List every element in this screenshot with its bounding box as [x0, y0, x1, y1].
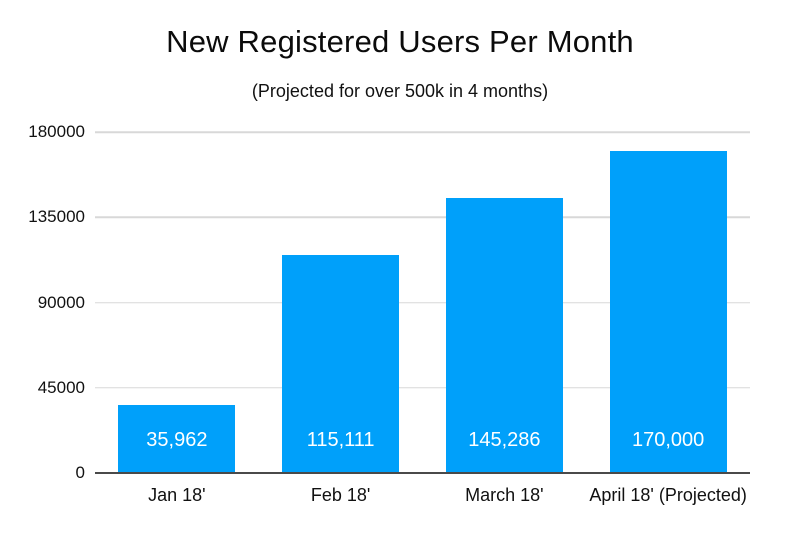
bar: 170,000 — [609, 150, 727, 473]
bar-slot: 115,111 — [259, 132, 423, 473]
bar-value-label: 115,111 — [306, 429, 375, 451]
bar-value-label: 35,962 — [146, 429, 208, 451]
bar: 115,111 — [282, 254, 400, 473]
bar-series: 35,962 115,111 145,286 170,000 — [95, 132, 750, 473]
bar: 145,286 — [445, 197, 563, 473]
x-tick-label: March 18' — [465, 485, 544, 505]
y-tick-label: 0 — [75, 463, 85, 482]
x-axis-labels: Jan 18' Feb 18' March 18' April 18' (Projec… — [95, 484, 750, 506]
bar-value-label: 145,286 — [468, 429, 541, 451]
chart-title: New Registered Users Per Month — [166, 24, 634, 59]
bar-slot: 170,000 — [586, 132, 750, 473]
gridline — [95, 387, 750, 389]
chart-subtitle: (Projected for over 500k in 4 months) — [251, 81, 549, 101]
x-tick-label: Jan 18' — [148, 485, 206, 505]
y-tick-label: 90000 — [37, 292, 85, 312]
gridline — [95, 216, 750, 218]
y-tick-label: 180000 — [28, 122, 85, 141]
bar-value-label: 170,000 — [631, 429, 705, 451]
plot-area: 35,962 115,111 145,286 170,000 — [95, 131, 750, 474]
gridline — [95, 131, 750, 133]
y-axis-labels: 0 45000 90000 135000 180000 — [0, 122, 85, 482]
y-tick-label: 45000 — [37, 377, 85, 397]
x-axis-line — [95, 472, 750, 474]
gridline — [95, 301, 750, 304]
bar: 35,962 — [118, 404, 236, 473]
x-tick-label: April 18' (Projected) — [589, 485, 747, 505]
bar-slot: 145,286 — [423, 132, 587, 473]
y-tick-label: 135000 — [28, 207, 85, 227]
bar-slot: 35,962 — [95, 132, 259, 473]
x-tick-label: Feb 18' — [310, 485, 371, 505]
